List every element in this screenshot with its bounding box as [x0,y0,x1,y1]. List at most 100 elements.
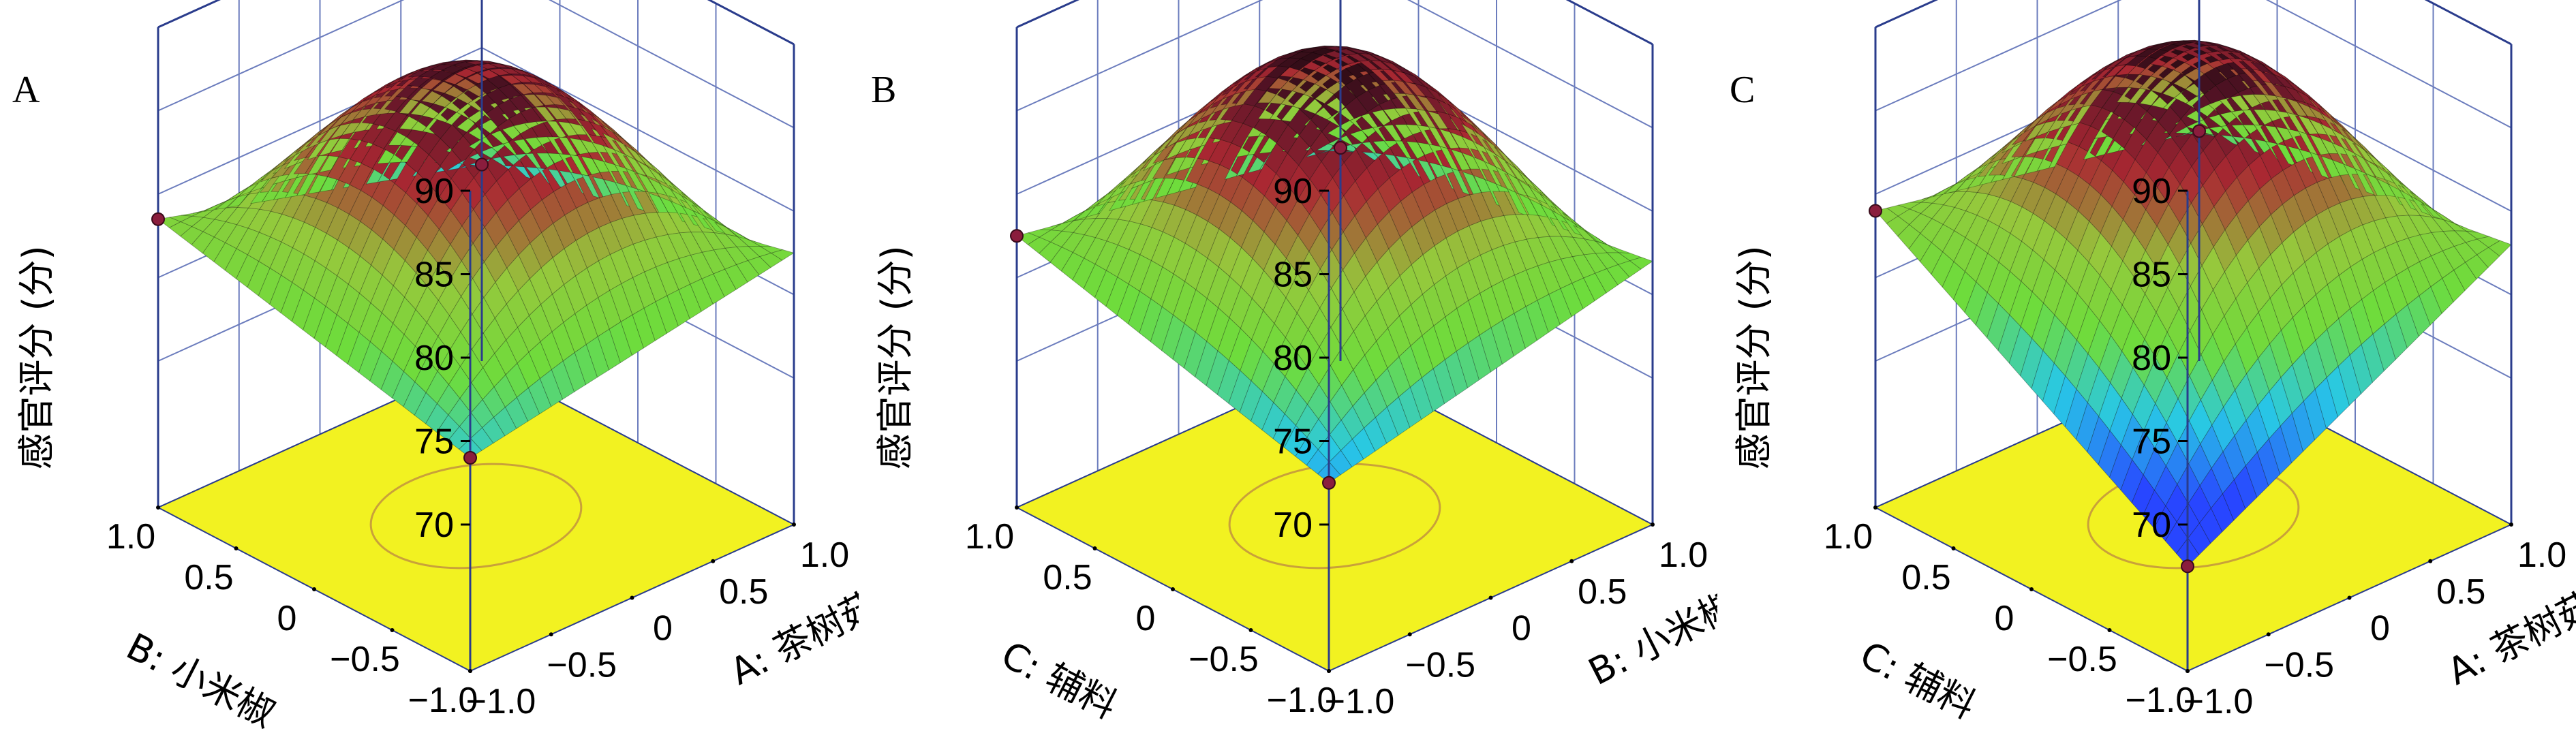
y-tick-label: 0.5 [184,558,233,597]
y-tick-label: −0.5 [1189,640,1259,679]
z-tick-label: 85 [414,255,454,295]
x-tick-label: 1.0 [2517,535,2566,575]
x-tick [711,559,716,563]
y-tick [1951,546,1956,550]
z-tick-label: 80 [1273,339,1313,378]
design-point [2181,559,2194,574]
x-tick [1569,559,1574,563]
x-axis-ticks-c: −1.0 −0.5 0 0.5 1.0 [2183,523,2566,721]
z-tick-label: 90 [1273,172,1313,211]
z-tick-label: 75 [414,422,454,462]
grid-line [1875,0,2512,129]
y-axis-ticks-a: −1.0−0.5 0 0.5 1.0 [106,505,478,720]
box-edge [157,0,221,29]
x-tick-label: −1.0 [1325,682,1395,721]
y-tick-label: 0.5 [1901,558,1950,597]
y-tick-label: 1.0 [1824,517,1873,557]
z-tick-label: 85 [1273,255,1313,295]
surface-facet [1629,257,1653,270]
y-tick-label: 0.5 [1043,558,1092,597]
y-tick-label: 1.0 [965,517,1014,557]
z-tick-label: 70 [2132,505,2171,545]
y-tick-label: −1.0 [2126,681,2196,720]
y-tick [390,628,395,632]
surface-facet [2465,230,2490,240]
response-surface-b [1016,45,1653,484]
z-axis-ticks-c: 70 75 80 85 90 [2132,172,2188,545]
surface-panel-a: 70 75 80 85 90 感官评分 (分) −1.0 −0.5 0 0.5 1.0 B: 小米椒 −… [0,0,859,733]
z-tick-label: 70 [1273,505,1313,545]
x-tick [792,523,796,527]
y-tick [2107,628,2112,632]
response-surface-a [157,59,795,458]
y-axis-ticks-b: −1.0−0.5 0 0.5 1.0 [965,505,1336,720]
y-tick [312,587,316,591]
z-tick-label: 70 [414,505,454,545]
x-tick-label: 1.0 [1659,535,1708,575]
z-axis-ticks-a: 70 75 80 85 90 [414,172,470,545]
design-point [475,157,489,172]
x-tick [2347,595,2352,600]
y-tick [234,546,239,550]
box-edge [1875,0,1939,29]
y-tick-label: −1.0 [1267,681,1337,720]
grid-line [157,0,795,129]
y-axis-label-b: C: 辅料 [994,633,1124,727]
z-tick-label: 80 [414,339,454,378]
x-tick [1488,595,1493,600]
surface-facet [748,239,772,247]
x-tick [2428,559,2433,563]
y-axis-label-c: C: 辅料 [1853,633,1982,727]
y-tick [1015,505,1019,510]
y-tick-label: 0 [277,599,297,638]
grid-line [157,0,795,45]
y-axis-label-a: B: 小米椒 [120,625,281,733]
y-tick-label: −0.5 [2047,640,2117,679]
surface-panel-c: 70 75 80 85 90 感官评分 (分) −1.0 −0.5 0 0.5 1.0 C: 辅料 −1… [1717,0,2576,733]
surface-facet [770,249,795,261]
box-edge [1565,0,1653,46]
design-point [1334,141,1347,155]
surface-facet [1607,245,1631,253]
y-tick [1092,546,1097,550]
y-tick-label: −1.0 [408,681,478,720]
z-axis-label-a: 感官评分 (分) [15,245,58,469]
x-tick-label: −0.5 [2264,645,2334,685]
z-axis-ticks-b: 70 75 80 85 90 [1273,172,1329,545]
z-tick-label: 85 [2132,255,2171,295]
grid-line [1016,0,1653,45]
y-tick-label: −0.5 [330,640,400,679]
y-tick [1248,628,1253,632]
x-tick [2266,632,2271,637]
design-point [1010,229,1024,243]
design-point [151,212,165,226]
box-edge [2424,0,2512,46]
x-tick-label: 0.5 [719,572,768,612]
x-tick-label: −1.0 [466,682,536,721]
x-tick [1651,523,1655,527]
surface-panel-b: 70 75 80 85 90 感官评分 (分) −1.0 −0.5 0 0.5 1.0 C: 辅料 −1… [859,0,1717,733]
x-tick-label: 0.5 [1578,572,1627,612]
grid-line [1875,0,2512,45]
grid-line [1016,0,1653,129]
y-tick-label: 0 [1136,599,1156,638]
panel-label-c: C [1730,69,1755,111]
y-tick-label: 0 [1995,599,2014,638]
z-tick-label: 75 [1273,422,1313,462]
plot-box-a [157,0,795,671]
box-edge [707,0,795,46]
x-tick [2186,669,2190,673]
box-edge [1016,0,1080,29]
x-tick [468,669,472,673]
design-point [1869,204,1882,218]
x-tick-label: 0.5 [2436,572,2485,612]
z-axis-label-c: 感官评分 (分) [1732,245,1775,469]
z-tick-label: 80 [2132,339,2171,378]
z-axis-label-b: 感官评分 (分) [874,245,917,469]
y-tick [156,505,160,510]
x-axis-ticks-b: −1.0 −0.5 0 0.5 1.0 [1325,523,1708,721]
x-axis-ticks-a: −1.0 −0.5 0 0.5 1.0 [466,523,849,721]
